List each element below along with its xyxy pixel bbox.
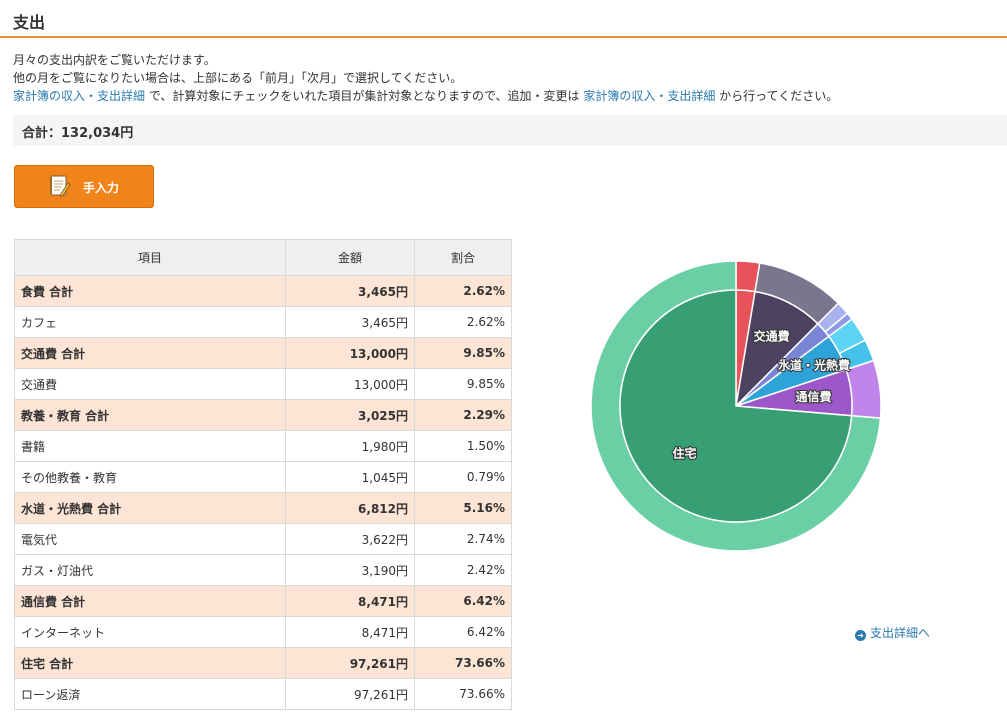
cell-ratio: 9.85% <box>414 337 512 369</box>
cell-amount: 3,465円 <box>285 306 415 338</box>
table-row: 交通費 13,000円 9.85% <box>14 368 512 400</box>
cell-ratio: 6.42% <box>414 616 512 648</box>
cell-name: インターネット <box>14 616 286 648</box>
cell-name: 電気代 <box>14 523 286 555</box>
table-header-row: 項目 金額 割合 <box>14 239 512 276</box>
cell-ratio: 2.42% <box>414 554 512 586</box>
description-line-2: 他の月をご覧になりたい場合は、上部にある「前月」「次月」で選択してください。 <box>13 71 463 85</box>
description-line-3: 家計簿の収入・支出詳細 で、計算対象にチェックをいれた項目が集計対象となりますの… <box>13 88 838 105</box>
cell-amount: 97,261円 <box>285 678 415 710</box>
cell-name: 教養・教育 合計 <box>14 399 286 431</box>
expense-table: 項目 金額 割合 食費 合計 3,465円 2.62% カフェ 3,465円 2.62% 交… <box>14 239 512 710</box>
header-amount: 金額 <box>285 239 415 276</box>
table-group-row: 食費 合計 3,465円 2.62% <box>14 275 512 307</box>
table-row: その他教養・教育 1,045円 0.79% <box>14 461 512 493</box>
cell-amount: 6,812円 <box>285 492 415 524</box>
cell-ratio: 73.66% <box>414 678 512 710</box>
table-row: 電気代 3,622円 2.74% <box>14 523 512 555</box>
cell-amount: 1,045円 <box>285 461 415 493</box>
cell-ratio: 2.29% <box>414 399 512 431</box>
cell-amount: 3,465円 <box>285 275 415 307</box>
expense-detail-label: 支出詳細へ <box>870 626 931 640</box>
pie-slice-label: 水道・光熱費 <box>778 357 850 372</box>
description-line-1: 月々の支出内訳をご覧いただけます。 <box>13 53 216 67</box>
kakeibo-detail-link-1[interactable]: 家計簿の収入・支出詳細 <box>13 89 146 103</box>
cell-ratio: 0.79% <box>414 461 512 493</box>
arrow-circle-right-icon: ➜ <box>855 630 866 641</box>
table-row: インターネット 8,471円 6.42% <box>14 616 512 648</box>
cell-name: ガス・灯油代 <box>14 554 286 586</box>
manual-entry-label: 手入力 <box>83 181 120 195</box>
cell-name: 交通費 合計 <box>14 337 286 369</box>
table-group-row: 通信費 合計 8,471円 6.42% <box>14 585 512 617</box>
table-group-row: 住宅 合計 97,261円 73.66% <box>14 647 512 679</box>
pie-slice-label: 住宅 <box>672 445 696 460</box>
cell-ratio: 2.74% <box>414 523 512 555</box>
cell-ratio: 1.50% <box>414 430 512 462</box>
cell-name: 水道・光熱費 合計 <box>14 492 286 524</box>
cell-name: 交通費 <box>14 368 286 400</box>
total-amount: 合計：132,034円 <box>22 126 134 141</box>
pie-slice-label: 交通費 <box>754 329 790 344</box>
page-title: 支出 <box>13 13 46 32</box>
page-header: 支出 <box>0 0 1007 38</box>
cell-amount: 97,261円 <box>285 647 415 679</box>
table-row: 書籍 1,980円 1.50% <box>14 430 512 462</box>
table-group-row: 交通費 合計 13,000円 9.85% <box>14 337 512 369</box>
cell-amount: 3,190円 <box>285 554 415 586</box>
table-group-row: 教養・教育 合計 3,025円 2.29% <box>14 399 512 431</box>
description-line-3-end: から行ってください。 <box>715 89 839 103</box>
header-item: 項目 <box>14 239 286 276</box>
table-row: カフェ 3,465円 2.62% <box>14 306 512 338</box>
total-bar: 合計：132,034円 <box>13 115 1007 146</box>
manual-entry-button[interactable]: 手入力 <box>14 165 154 208</box>
cell-ratio: 6.42% <box>414 585 512 617</box>
cell-amount: 3,622円 <box>285 523 415 555</box>
cell-name: その他教養・教育 <box>14 461 286 493</box>
cell-amount: 1,980円 <box>285 430 415 462</box>
cell-name: ローン返済 <box>14 678 286 710</box>
cell-amount: 3,025円 <box>285 399 415 431</box>
description-line-3-mid: で、計算対象にチェックをいれた項目が集計対象となりますので、追加・変更は <box>145 89 584 103</box>
pie-slice-label: 通信費 <box>795 389 831 404</box>
cell-ratio: 73.66% <box>414 647 512 679</box>
cell-amount: 13,000円 <box>285 337 415 369</box>
cell-ratio: 2.62% <box>414 306 512 338</box>
table-row: ローン返済 97,261円 73.66% <box>14 678 512 710</box>
cell-name: 書籍 <box>14 430 286 462</box>
cell-amount: 8,471円 <box>285 585 415 617</box>
cell-name: カフェ <box>14 306 286 338</box>
inner-slice[interactable] <box>619 289 853 523</box>
cell-name: 住宅 合計 <box>14 647 286 679</box>
table-group-row: 水道・光熱費 合計 6,812円 5.16% <box>14 492 512 524</box>
table-row: ガス・灯油代 3,190円 2.42% <box>14 554 512 586</box>
cell-name: 通信費 合計 <box>14 585 286 617</box>
expense-detail-link[interactable]: ➜ 支出詳細へ <box>855 624 930 641</box>
cell-ratio: 5.16% <box>414 492 512 524</box>
cell-ratio: 2.62% <box>414 275 512 307</box>
notebook-pencil-icon <box>50 175 71 198</box>
cell-amount: 13,000円 <box>285 368 415 400</box>
cell-amount: 8,471円 <box>285 616 415 648</box>
cell-name: 食費 合計 <box>14 275 286 307</box>
cell-ratio: 9.85% <box>414 368 512 400</box>
header-ratio: 割合 <box>414 239 512 276</box>
kakeibo-detail-link-2[interactable]: 家計簿の収入・支出詳細 <box>583 89 716 103</box>
